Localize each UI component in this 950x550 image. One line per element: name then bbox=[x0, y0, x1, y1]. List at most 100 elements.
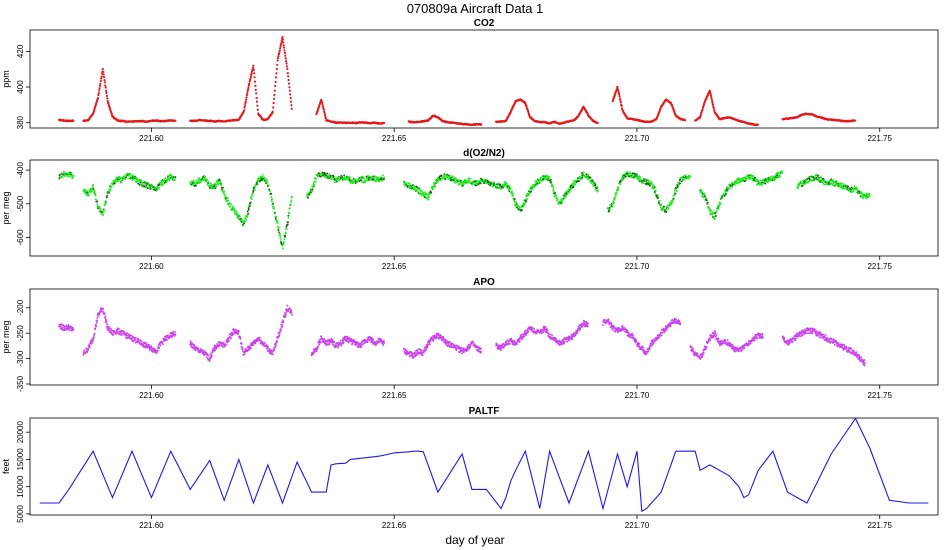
data-point bbox=[162, 183, 165, 186]
data-point bbox=[137, 338, 140, 340]
data-point bbox=[248, 345, 251, 348]
data-point bbox=[257, 336, 260, 339]
data-point bbox=[596, 189, 599, 192]
data-point bbox=[149, 348, 152, 351]
data-point bbox=[480, 123, 483, 126]
data-point bbox=[275, 344, 278, 347]
data-point bbox=[246, 215, 249, 217]
data-point bbox=[287, 214, 290, 217]
data-point bbox=[348, 336, 350, 339]
data-point bbox=[568, 191, 571, 194]
data-point bbox=[127, 174, 130, 177]
data-point bbox=[539, 181, 542, 184]
data-point bbox=[102, 311, 105, 314]
data-point bbox=[346, 335, 349, 338]
data-point bbox=[328, 173, 331, 176]
data-point bbox=[382, 340, 385, 343]
data-point bbox=[206, 178, 209, 181]
data-point bbox=[146, 187, 149, 190]
data-point bbox=[195, 179, 198, 182]
data-point bbox=[451, 175, 454, 178]
data-point bbox=[846, 185, 849, 188]
data-point bbox=[96, 317, 99, 319]
data-point bbox=[284, 235, 287, 238]
data-point bbox=[706, 201, 709, 204]
data-point bbox=[99, 82, 102, 85]
data-point bbox=[63, 325, 66, 328]
data-point bbox=[321, 337, 324, 340]
data-point bbox=[104, 315, 107, 318]
data-point bbox=[274, 80, 277, 84]
data-point bbox=[319, 341, 322, 344]
data-point bbox=[254, 88, 257, 91]
data-point bbox=[744, 180, 746, 183]
data-point bbox=[216, 181, 219, 184]
data-point bbox=[203, 179, 206, 182]
data-point bbox=[282, 319, 285, 322]
data-point bbox=[61, 327, 64, 330]
data-point bbox=[103, 79, 106, 82]
data-point bbox=[229, 205, 232, 208]
data-point bbox=[105, 94, 108, 97]
data-point bbox=[342, 342, 345, 345]
data-point bbox=[312, 182, 315, 184]
data-point bbox=[278, 232, 281, 235]
data-point bbox=[155, 189, 158, 192]
data-point bbox=[91, 341, 94, 344]
data-point bbox=[465, 182, 468, 185]
data-point bbox=[96, 320, 99, 322]
data-point bbox=[68, 175, 71, 178]
data-point bbox=[578, 180, 580, 183]
data-point bbox=[225, 343, 227, 346]
data-point bbox=[239, 215, 241, 218]
data-point bbox=[528, 193, 531, 196]
data-point bbox=[281, 38, 284, 41]
data-point bbox=[555, 194, 558, 197]
x-tick-label: 221.60 bbox=[139, 391, 164, 400]
data-point bbox=[276, 221, 279, 224]
data-point bbox=[94, 104, 97, 107]
data-point bbox=[375, 180, 377, 183]
data-point bbox=[209, 187, 211, 189]
data-point bbox=[286, 67, 289, 70]
data-point bbox=[199, 348, 202, 350]
data-point bbox=[702, 196, 705, 199]
data-point bbox=[124, 178, 127, 181]
data-point bbox=[657, 196, 660, 199]
data-point bbox=[822, 181, 825, 184]
data-point bbox=[277, 336, 280, 339]
data-point bbox=[585, 173, 588, 176]
data-point bbox=[673, 193, 676, 196]
data-point bbox=[285, 310, 288, 313]
data-point bbox=[70, 171, 73, 174]
x-tick-label: 221.65 bbox=[382, 134, 407, 143]
data-point bbox=[612, 201, 615, 204]
data-point bbox=[781, 170, 783, 173]
series-marks bbox=[58, 170, 871, 250]
data-point bbox=[253, 186, 256, 189]
data-point bbox=[321, 105, 325, 108]
data-point bbox=[383, 121, 386, 124]
data-point bbox=[667, 208, 670, 211]
data-point bbox=[689, 175, 692, 178]
data-point bbox=[834, 184, 837, 186]
data-point bbox=[247, 207, 250, 210]
data-point bbox=[424, 191, 427, 194]
x-tick-label: 221.65 bbox=[382, 262, 407, 271]
data-point bbox=[512, 193, 515, 196]
data-point bbox=[276, 57, 280, 60]
data-point bbox=[270, 196, 273, 198]
data-point bbox=[130, 334, 133, 337]
data-point bbox=[252, 344, 255, 346]
data-point bbox=[151, 184, 154, 187]
data-point bbox=[289, 100, 293, 103]
data-point bbox=[264, 178, 267, 181]
data-point bbox=[721, 196, 724, 199]
data-point bbox=[273, 89, 276, 92]
data-point bbox=[498, 186, 501, 189]
data-point bbox=[320, 335, 323, 338]
data-point bbox=[620, 104, 623, 107]
data-point bbox=[253, 188, 256, 191]
data-point bbox=[655, 118, 658, 121]
data-point bbox=[595, 189, 598, 192]
